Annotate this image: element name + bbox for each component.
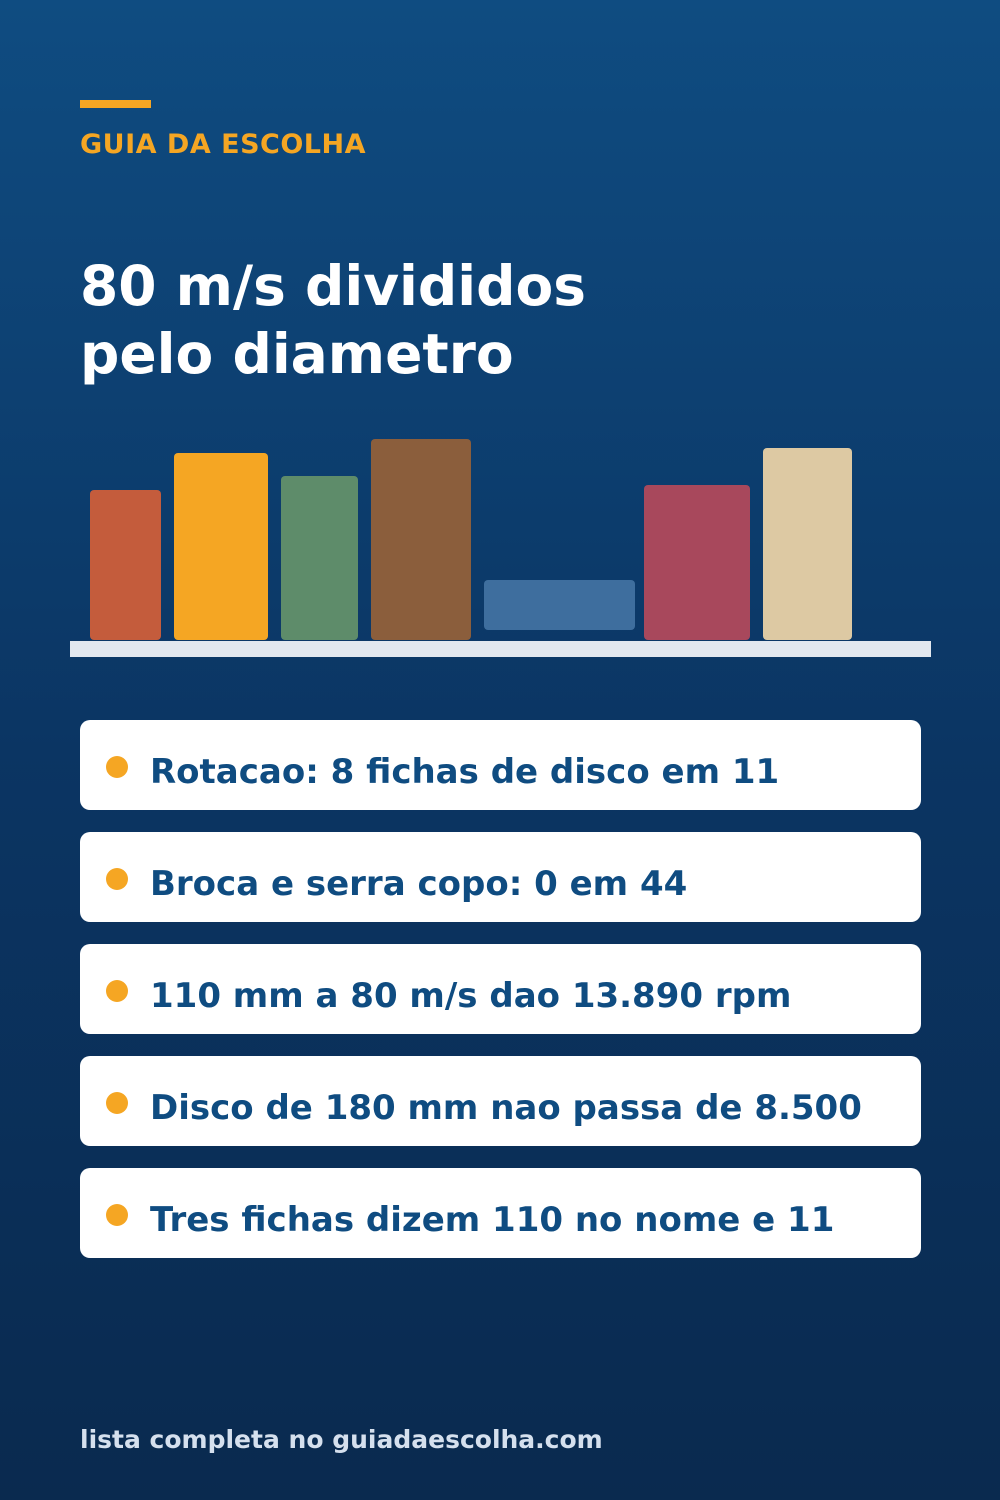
headline-line-2: pelo diametro [80, 322, 514, 386]
bullet-dot-icon [106, 1204, 128, 1226]
book-6 [644, 485, 750, 640]
fact-card: Tres fichas dizem 110 no nome e 11 [80, 1168, 921, 1258]
facts-list: Rotacao: 8 fichas de disco em 11 Broca e… [80, 720, 921, 1280]
fact-card: Disco de 180 mm nao passa de 8.500 [80, 1056, 921, 1146]
fact-text: 110 mm a 80 m/s dao 13.890 rpm [150, 976, 792, 1016]
headline-line-1: 80 m/s divididos [80, 254, 587, 318]
fact-card: Rotacao: 8 fichas de disco em 11 [80, 720, 921, 810]
shelf-plank [70, 641, 931, 657]
bullet-dot-icon [106, 1092, 128, 1114]
bullet-dot-icon [106, 868, 128, 890]
footer-link-text: lista completa no guiadaescolha.com [80, 1425, 603, 1454]
book-1 [90, 490, 161, 640]
page-title: 80 m/s divididos pelo diametro [80, 252, 940, 388]
bookshelf-illustration [0, 0, 1000, 700]
fact-card: Broca e serra copo: 0 em 44 [80, 832, 921, 922]
fact-card: 110 mm a 80 m/s dao 13.890 rpm [80, 944, 921, 1034]
fact-text: Tres fichas dizem 110 no nome e 11 [150, 1200, 835, 1240]
bullet-dot-icon [106, 980, 128, 1002]
fact-text: Disco de 180 mm nao passa de 8.500 [150, 1088, 862, 1128]
book-7 [763, 448, 852, 640]
book-3 [281, 476, 358, 640]
fact-text: Broca e serra copo: 0 em 44 [150, 864, 688, 904]
brand-label: GUIA DA ESCOLHA [80, 129, 366, 160]
bullet-dot-icon [106, 756, 128, 778]
book-4 [371, 439, 471, 640]
fact-text: Rotacao: 8 fichas de disco em 11 [150, 752, 780, 792]
book-5-lying [484, 580, 635, 630]
book-2 [174, 453, 268, 640]
accent-bar [80, 100, 151, 108]
